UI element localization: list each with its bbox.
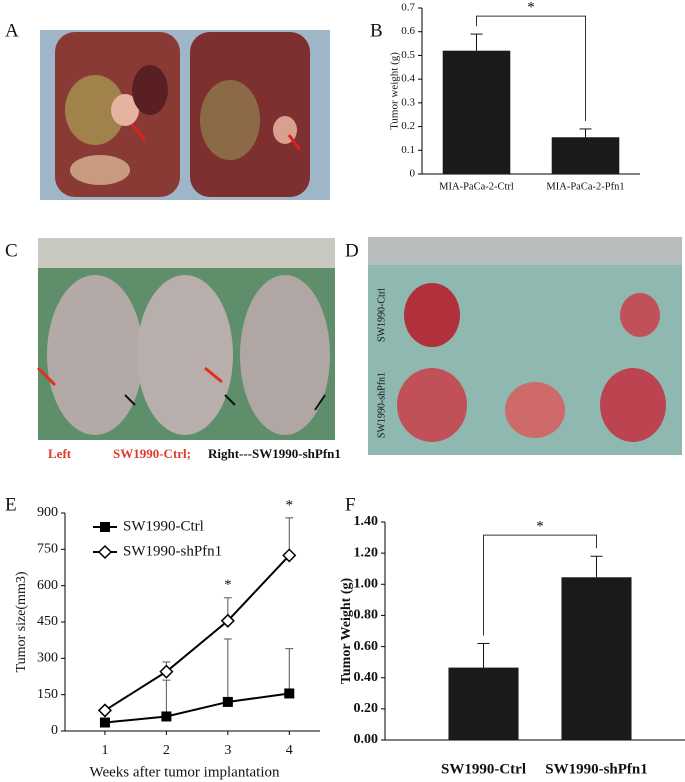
panel-label: A — [5, 20, 19, 41]
marker — [284, 688, 295, 699]
y-tick-label: 0.3 — [401, 96, 415, 108]
legend-label: SW1990-shPfn1 — [123, 543, 222, 559]
y-tick-label: 0.1 — [401, 144, 415, 156]
panel-label: C — [5, 240, 18, 261]
x-tick-label: SW1990-Ctrl — [441, 761, 526, 777]
y-tick-label: 0.4 — [401, 73, 415, 85]
panel-label: D — [345, 240, 359, 261]
panel-label: E — [5, 494, 17, 515]
marker — [161, 711, 172, 722]
y-tick-label: 0 — [410, 168, 416, 180]
significance-label: * — [536, 519, 544, 535]
y-tick-label: 0.7 — [401, 2, 415, 14]
panel-label: B — [370, 20, 383, 41]
y-tick-label: 0.6 — [401, 25, 415, 37]
y-tick-label: 0 — [51, 723, 58, 738]
caption-right: Right---SW1990-shPfn1 — [208, 446, 341, 461]
bar — [551, 137, 620, 174]
y-axis-label: Tumor size(mm3) — [14, 571, 29, 672]
marker — [159, 664, 174, 679]
y-tick-label: 900 — [37, 505, 58, 520]
x-tick-label: 1 — [101, 743, 108, 758]
series-line — [104, 692, 290, 724]
caption-left: Left — [48, 446, 72, 461]
marker — [282, 548, 297, 563]
legend-marker — [97, 544, 113, 560]
y-tick-label: 0.80 — [354, 608, 379, 623]
y-axis-label: Tumor weight (g) — [389, 52, 401, 130]
series-line — [104, 554, 291, 712]
panel-label: F — [345, 494, 356, 515]
x-tick-label: 2 — [163, 743, 170, 758]
bar — [561, 577, 632, 740]
y-tick-label: 1.40 — [354, 514, 379, 529]
annotation: * — [286, 497, 294, 513]
caption-ctrl: SW1990-Ctrl; — [113, 446, 191, 461]
y-tick-label: 0.40 — [354, 670, 379, 685]
y-tick-label: 0.00 — [354, 732, 379, 747]
legend-label: SW1990-Ctrl — [123, 518, 204, 534]
y-tick-label: 0.5 — [401, 49, 415, 61]
photo-d — [368, 237, 682, 455]
significance-bracket — [476, 15, 586, 121]
y-axis-label: Tumor Weight (g) — [339, 578, 354, 685]
y-tick-label: 450 — [37, 614, 58, 629]
significance-label: * — [527, 0, 535, 16]
x-tick-label: 4 — [286, 743, 293, 758]
row-label: SW1990-shPfn1 — [376, 372, 387, 438]
y-tick-label: 1.00 — [354, 577, 379, 592]
y-tick-label: 750 — [37, 542, 58, 557]
marker — [222, 696, 233, 707]
significance-bracket — [483, 534, 597, 636]
bar — [448, 667, 519, 740]
y-tick-label: 150 — [37, 687, 58, 702]
y-tick-label: 300 — [37, 651, 58, 666]
marker — [220, 613, 235, 628]
marker — [97, 703, 113, 718]
x-tick-label: MIA-PaCa-2-Pfn1 — [546, 181, 624, 192]
x-tick-label: SW1990-shPfn1 — [545, 761, 648, 777]
y-tick-label: 0.60 — [354, 639, 379, 654]
x-tick-label: 3 — [224, 743, 231, 758]
marker — [99, 717, 110, 728]
photo-c — [36, 238, 335, 440]
legend-marker — [100, 522, 110, 532]
y-tick-label: 1.20 — [354, 545, 379, 560]
y-tick-label: 600 — [37, 578, 58, 593]
bar — [442, 50, 511, 174]
row-label: SW1990-Ctrl — [376, 288, 387, 342]
x-axis-label: Weeks after tumor implantation — [90, 764, 280, 780]
y-tick-label: 0.20 — [354, 701, 379, 716]
photo-a — [40, 30, 330, 200]
y-tick-label: 0.2 — [401, 120, 415, 132]
x-tick-label: MIA-PaCa-2-Ctrl — [439, 181, 514, 192]
annotation: * — [224, 577, 232, 593]
